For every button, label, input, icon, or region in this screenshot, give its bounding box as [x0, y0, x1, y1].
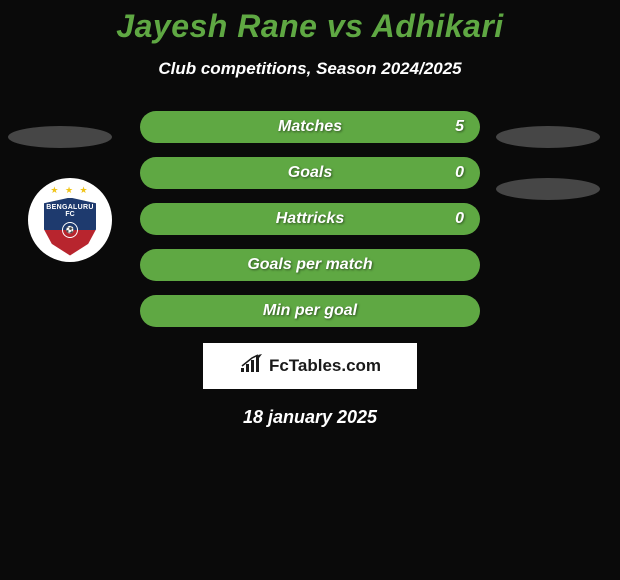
page-title: Jayesh Rane vs Adhikari [0, 0, 620, 45]
stat-label: Hattricks [276, 210, 344, 228]
stat-row-goals: Goals 0 [140, 157, 480, 189]
logo-emblem-icon: ⚽ [62, 222, 78, 238]
logo-stars-icon: ★ ★ ★ [50, 185, 89, 196]
avatar-placeholder-right-1 [496, 126, 600, 148]
stat-label: Goals per match [247, 256, 372, 274]
stat-value: 0 [455, 164, 464, 182]
avatar-placeholder-left [8, 126, 112, 148]
footer-date: 18 january 2025 [0, 407, 620, 428]
logo-club-name: BENGALURU [46, 204, 93, 211]
branding-text: FcTables.com [269, 356, 381, 376]
stat-label: Matches [278, 118, 342, 136]
chart-icon [239, 354, 265, 379]
stat-row-hattricks: Hattricks 0 [140, 203, 480, 235]
stat-label: Goals [288, 164, 332, 182]
avatar-placeholder-right-2 [496, 178, 600, 200]
subtitle: Club competitions, Season 2024/2025 [0, 59, 620, 79]
stat-row-min-per-goal: Min per goal [140, 295, 480, 327]
club-logo-bengaluru: ★ ★ ★ BENGALURU FC ⚽ [28, 178, 112, 262]
stat-row-goals-per-match: Goals per match [140, 249, 480, 281]
stat-row-matches: Matches 5 [140, 111, 480, 143]
stat-label: Min per goal [263, 302, 357, 320]
stat-value: 5 [455, 118, 464, 136]
stat-value: 0 [455, 210, 464, 228]
branding-box[interactable]: FcTables.com [203, 343, 417, 389]
logo-fc: FC [65, 211, 74, 218]
logo-shield: BENGALURU FC ⚽ [44, 198, 96, 256]
